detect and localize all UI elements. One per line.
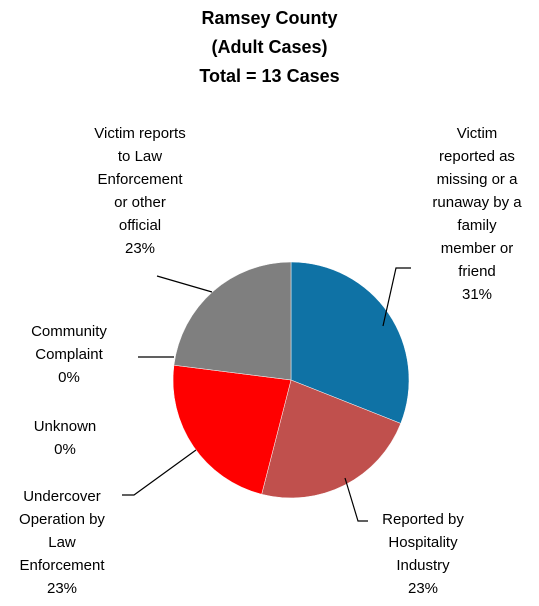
category-label: Unknown (33, 418, 97, 435)
leader-line (156, 275, 213, 293)
category-label: Undercover Operation by Law Enforcement (19, 488, 105, 574)
slice-label: Reported by Hospitality Industry 23% (343, 508, 503, 600)
slice-label: Victim reports to Law Enforcement or oth… (60, 122, 220, 260)
pie-slice (290, 261, 410, 424)
category-label: Victim reported as missing or a runaway … (432, 125, 522, 280)
leader-line (382, 267, 411, 327)
pie-slice (172, 364, 292, 495)
leader-line (344, 477, 368, 522)
slice-label: Undercover Operation by Law Enforcement 2… (0, 485, 142, 600)
category-label: Victim reports to Law Enforcement or oth… (94, 125, 186, 234)
value-label: 31% (461, 286, 493, 303)
pie-slice (261, 379, 402, 499)
category-label: Community Complaint (31, 323, 107, 363)
value-label: 23% (46, 580, 78, 597)
value-label: 23% (407, 580, 439, 597)
slice-label: Victim reported as missing or a runaway … (397, 122, 539, 306)
value-label: 0% (54, 441, 76, 458)
pie-slice (173, 261, 292, 381)
leader-line (122, 449, 197, 496)
value-label: 23% (124, 240, 156, 257)
category-label: Reported by Hospitality Industry (382, 511, 464, 574)
slice-label: Community Complaint 0% (0, 320, 149, 389)
chart-title: Ramsey County (Adult Cases) Total = 13 C… (199, 8, 340, 86)
slice-label: Unknown 0% (0, 415, 145, 461)
value-label: 0% (58, 369, 80, 386)
